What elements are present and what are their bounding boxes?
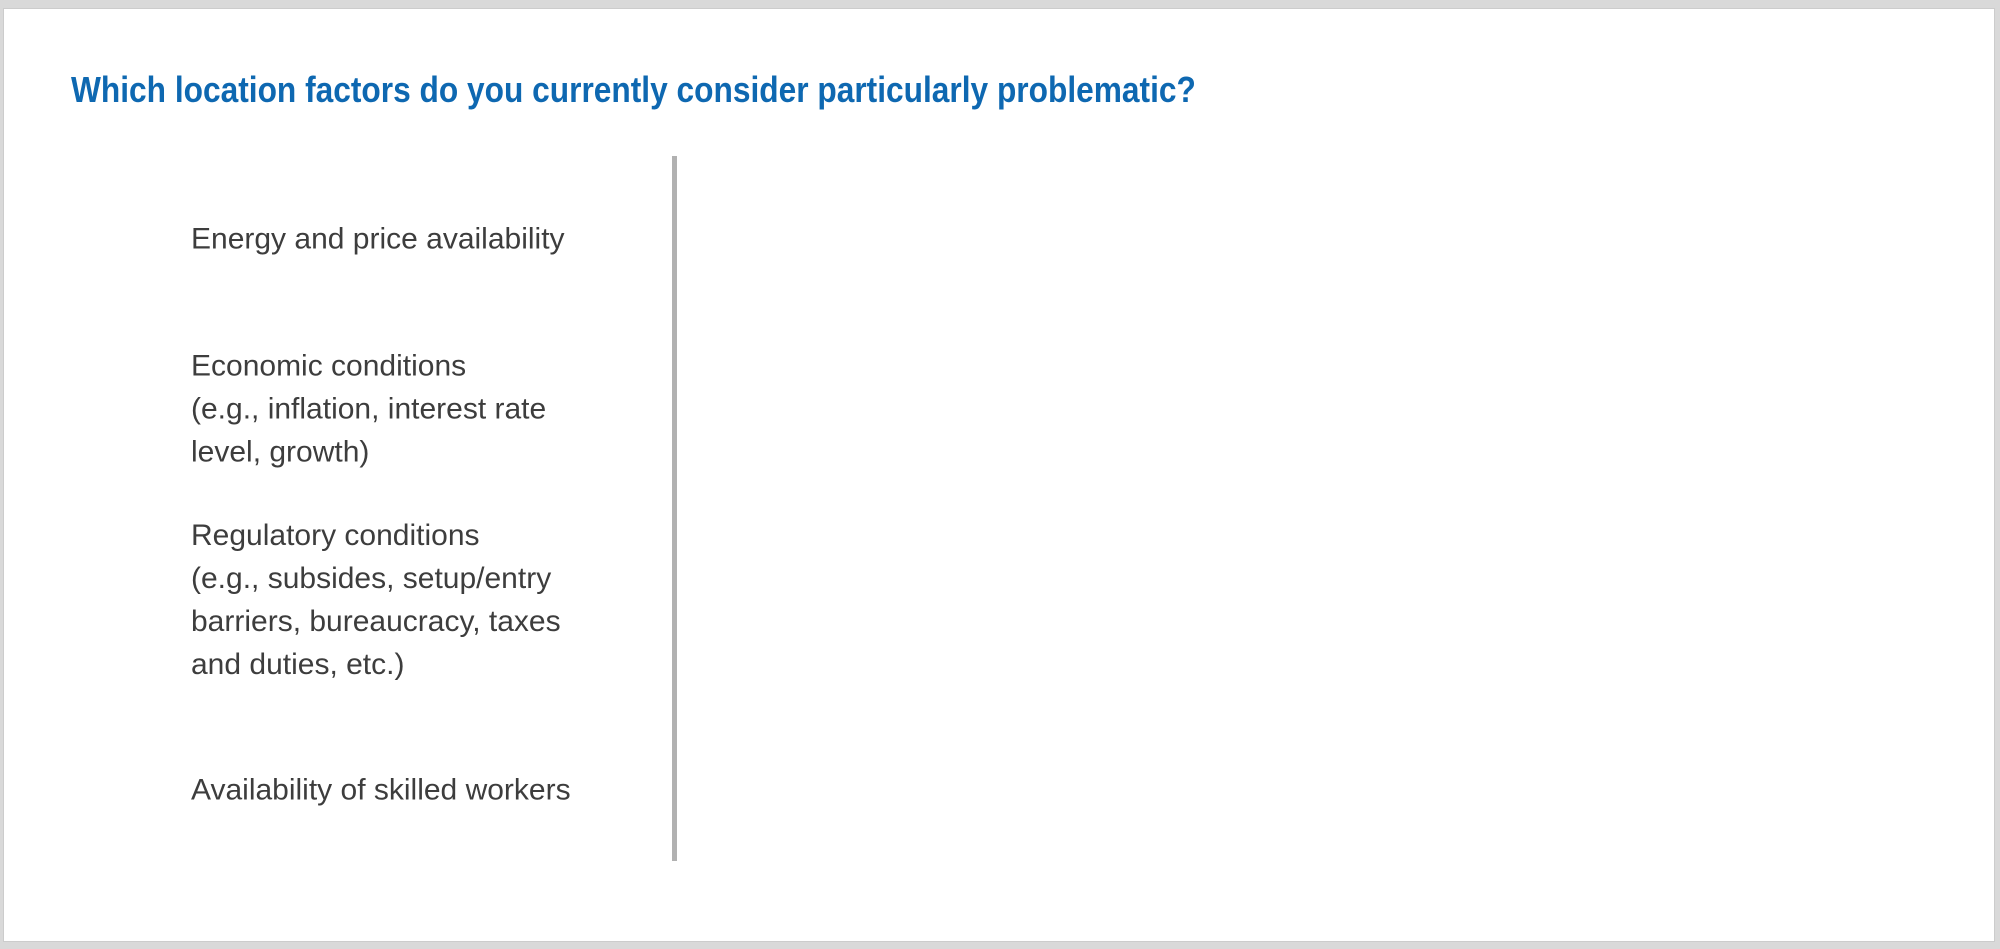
- category-label: Regulatory conditions (e.g., subsides, s…: [191, 519, 561, 681]
- chart-title: Which location factors do you currently …: [71, 69, 1196, 110]
- chart-card: Which location factors do you currently …: [3, 8, 1995, 942]
- plot-area: Energy and price availability Economic co…: [4, 9, 1994, 941]
- category-label: Economic conditions (e.g., inflation, in…: [191, 349, 547, 469]
- y-axis-line: [672, 156, 677, 861]
- category-label: Energy and price availability: [191, 222, 565, 256]
- category-label: Availability of skilled workers: [191, 773, 571, 807]
